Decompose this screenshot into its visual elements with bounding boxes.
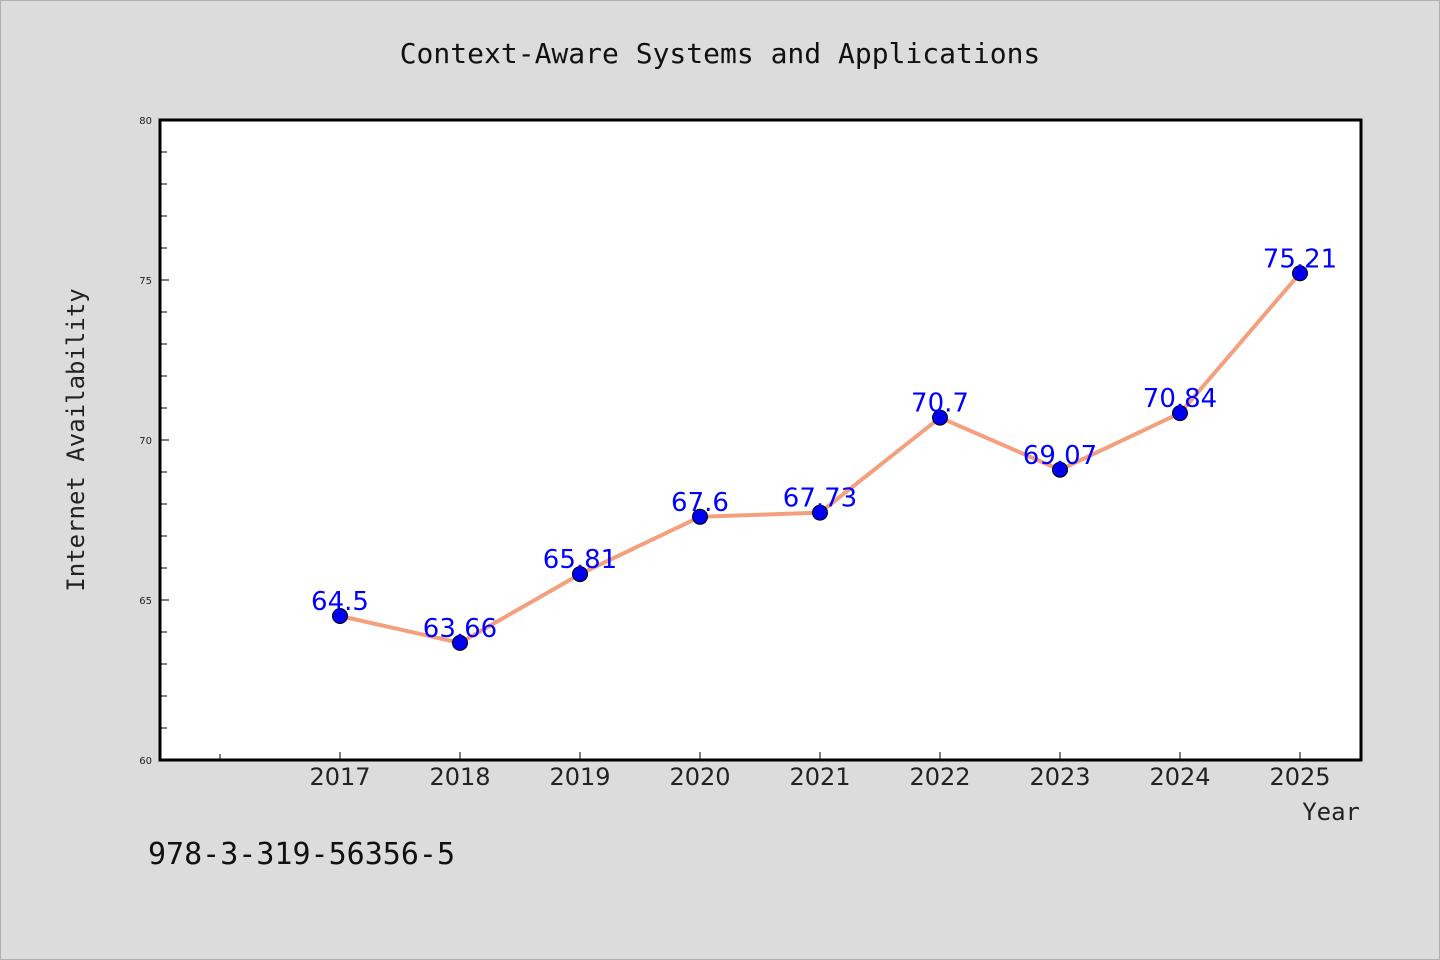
data-point <box>932 409 948 426</box>
data-point <box>1052 461 1068 478</box>
x-axis: 2017 2018 2019 2020 2021 2022 2023 2024 2025 <box>219 752 1331 791</box>
y-tick-label: 70 <box>139 436 152 447</box>
data-point <box>572 566 588 583</box>
data-label: 67.6 <box>671 488 729 518</box>
data-label: 75.21 <box>1263 244 1337 274</box>
data-point <box>692 508 708 525</box>
data-label: 69.07 <box>1023 441 1097 471</box>
y-tick-label: 75 <box>139 276 152 287</box>
y-tick-label: 65 <box>139 596 152 607</box>
data-label: 70.84 <box>1143 384 1217 414</box>
data-label: 63.66 <box>423 614 497 644</box>
x-axis-label: Year <box>1302 798 1360 826</box>
isbn-footer: 978-3-319-56356-5 <box>148 837 455 872</box>
plot-area <box>158 118 1363 762</box>
x-tick-label: 2022 <box>909 763 970 791</box>
data-point <box>452 634 468 651</box>
y-axis-label: Internet Availability <box>62 288 90 591</box>
data-label: 67.73 <box>783 484 857 514</box>
x-tick-label: 2024 <box>1149 763 1210 791</box>
data-point <box>1292 265 1308 282</box>
x-tick-label: 2021 <box>789 763 850 791</box>
data-label: 70.7 <box>911 389 969 419</box>
chart-title: Context-Aware Systems and Applications <box>400 37 1041 70</box>
series-group: 64.5 63.66 65.81 67.6 67.73 70.7 69.07 70.84 75.… <box>311 244 1337 651</box>
x-tick-label: 2025 <box>1269 763 1330 791</box>
data-point <box>812 504 828 521</box>
data-point <box>332 608 348 624</box>
x-tick-label: 2017 <box>309 763 370 791</box>
y-tick-label: 60 <box>139 756 152 767</box>
data-label: 65.81 <box>543 545 617 575</box>
x-tick-label: 2023 <box>1029 763 1090 791</box>
y-tick-label: 80 <box>139 116 152 127</box>
x-tick-label: 2020 <box>669 763 730 791</box>
x-tick-label: 2018 <box>429 763 490 791</box>
x-tick-label: 2019 <box>549 763 610 791</box>
data-point <box>1172 405 1188 422</box>
data-label: 64.5 <box>311 587 369 617</box>
y-axis: 60 65 70 75 80 <box>139 116 169 767</box>
